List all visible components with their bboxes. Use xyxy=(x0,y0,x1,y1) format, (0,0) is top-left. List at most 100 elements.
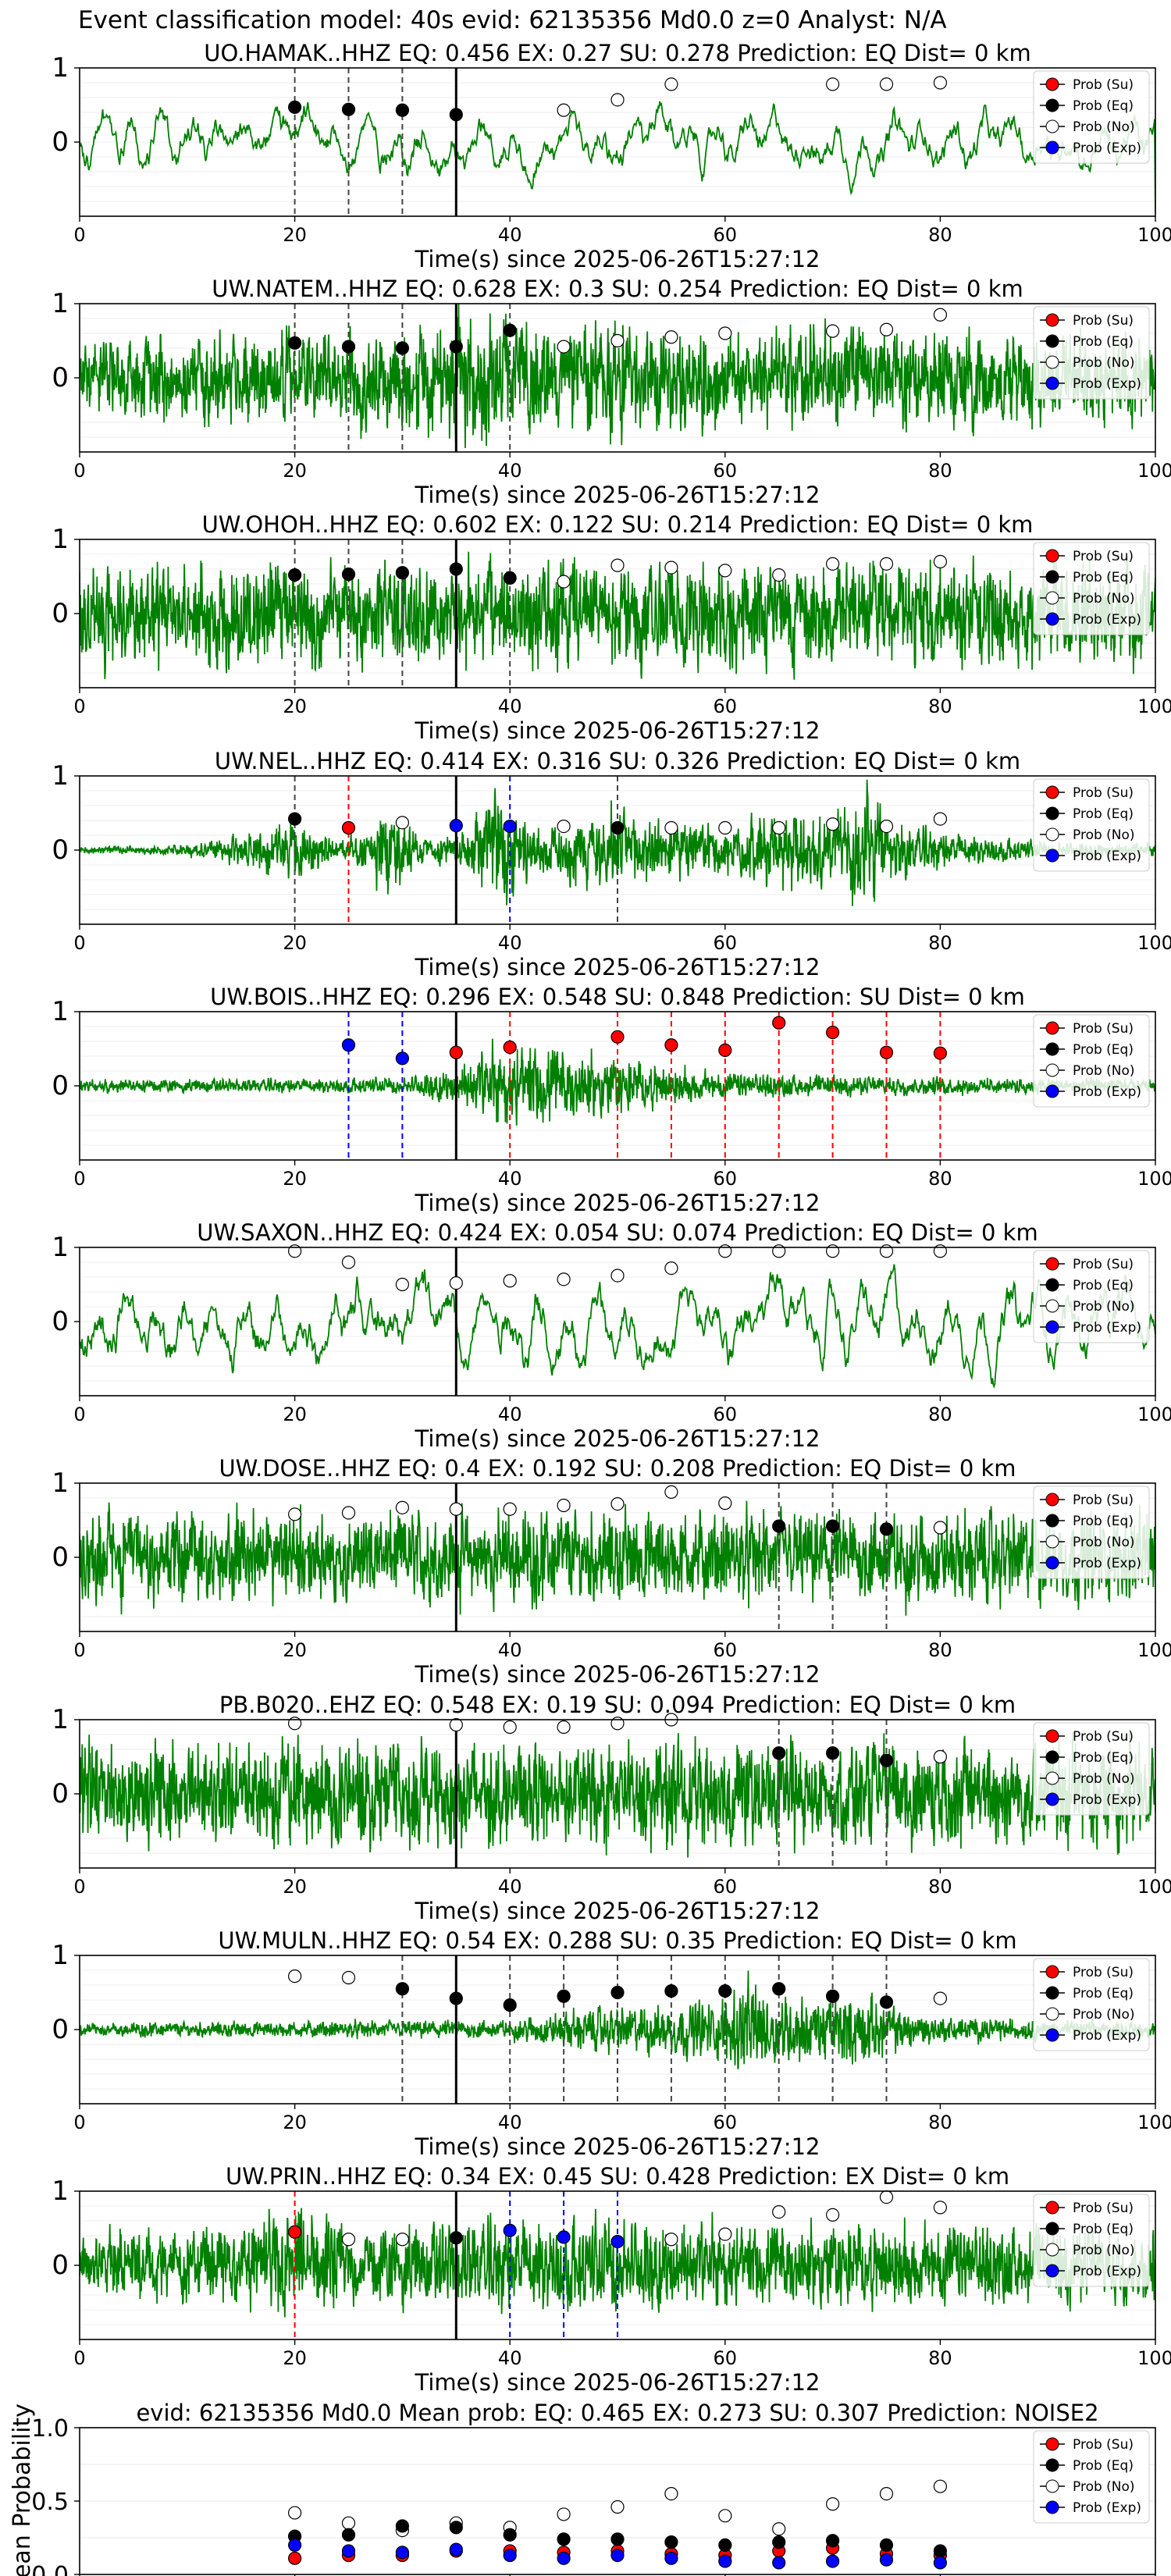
prob-point-exp xyxy=(341,2544,356,2558)
station-panel-10: UW.PRIN..HHZ EQ: 0.34 EX: 0.45 SU: 0.428… xyxy=(52,2163,1171,2396)
prob-point-no xyxy=(933,1749,948,1764)
prob-point-eq xyxy=(395,103,410,117)
prob-point-su xyxy=(288,2225,302,2239)
legend-label-eq: Prob (Eq) xyxy=(1073,334,1134,350)
prob-point-exp xyxy=(610,2235,625,2249)
prob-point-su xyxy=(288,2551,302,2565)
legend-marker-eq xyxy=(1045,1514,1059,1528)
legend-label-eq: Prob (Eq) xyxy=(1073,2222,1134,2237)
prob-point-no xyxy=(825,324,840,338)
legend-label-no: Prob (No) xyxy=(1073,2007,1135,2023)
legend-label-no: Prob (No) xyxy=(1073,591,1135,607)
x-axis-label: Time(s) since 2025-06-26T15:27:12 xyxy=(415,954,820,980)
prob-point-eq xyxy=(772,1519,786,1533)
panel-title: UW.DOSE..HHZ EQ: 0.4 EX: 0.192 SU: 0.208… xyxy=(219,1455,1016,1482)
x-tick-label: 20 xyxy=(283,1876,307,1898)
legend-marker-no xyxy=(1045,2479,1059,2493)
prob-point-su xyxy=(879,1045,894,1059)
prob-point-eq xyxy=(664,2535,678,2549)
x-tick-label: 100 xyxy=(1137,1168,1171,1190)
prob-point-eq xyxy=(664,1984,678,1998)
x-tick-label: 40 xyxy=(498,932,522,954)
prob-point-no xyxy=(933,812,948,826)
legend-label-eq: Prob (Eq) xyxy=(1073,1278,1134,1293)
prob-point-no xyxy=(557,819,571,834)
legend-label-exp: Prob (Exp) xyxy=(1073,2500,1141,2516)
legend: Prob (Su) Prob (Eq) Prob (No) Prob (Exp) xyxy=(1033,1958,1150,2051)
prob-point-no xyxy=(288,1717,302,1731)
prob-point-no xyxy=(772,568,786,582)
legend-label-eq: Prob (Eq) xyxy=(1073,1514,1134,1529)
legend-label-su: Prob (Su) xyxy=(1073,313,1134,329)
x-tick-label: 20 xyxy=(283,1168,307,1190)
legend-label-su: Prob (Su) xyxy=(1073,549,1134,564)
x-tick-label: 80 xyxy=(928,2112,952,2133)
prob-point-exp xyxy=(664,2551,678,2565)
y-tick-label: 0 xyxy=(52,362,69,393)
waveform-trace xyxy=(80,1264,1155,1389)
legend-marker-exp xyxy=(1045,2028,1059,2042)
x-tick-label: 60 xyxy=(714,696,738,717)
prob-point-eq xyxy=(341,102,356,116)
prob-point-eq xyxy=(879,1753,894,1767)
prob-point-eq xyxy=(449,340,463,354)
y-tick-label: 0 xyxy=(52,1542,69,1573)
legend-marker-eq xyxy=(1045,98,1059,112)
x-tick-label: 20 xyxy=(283,932,307,954)
station-panel-3: UW.OHOH..HHZ EQ: 0.602 EX: 0.122 SU: 0.2… xyxy=(52,511,1171,744)
prob-point-no xyxy=(879,2487,894,2501)
x-tick-label: 60 xyxy=(714,2347,738,2369)
x-tick-label: 20 xyxy=(283,696,307,717)
y-tick-label: 0.5 xyxy=(31,2489,69,2516)
legend-marker-no xyxy=(1045,1063,1059,1077)
legend-box xyxy=(1033,1014,1150,1108)
legend-marker-su xyxy=(1045,549,1059,563)
prob-point-eq xyxy=(395,566,410,580)
legend-marker-no xyxy=(1045,1535,1059,1549)
legend-marker-no xyxy=(1045,1299,1059,1313)
x-tick-label: 80 xyxy=(928,1404,952,1425)
prob-point-no xyxy=(610,2500,625,2514)
legend-marker-su xyxy=(1045,77,1059,91)
prob-point-eq xyxy=(449,1991,463,2005)
prob-point-eq xyxy=(449,562,463,576)
x-axis-label: Time(s) since 2025-06-26T15:27:12 xyxy=(415,482,820,508)
x-tick-label: 0 xyxy=(73,2112,85,2133)
prob-point-no xyxy=(288,1507,302,1521)
legend-box xyxy=(1033,778,1150,872)
prob-point-eq xyxy=(503,323,517,337)
panel-title: UW.NEL..HHZ EQ: 0.414 EX: 0.316 SU: 0.32… xyxy=(215,748,1020,774)
panel-title: UW.OHOH..HHZ EQ: 0.602 EX: 0.122 SU: 0.2… xyxy=(202,511,1034,538)
prob-point-no xyxy=(449,1718,463,1732)
legend-label-su: Prob (Su) xyxy=(1073,785,1134,801)
prob-point-eq xyxy=(879,1522,894,1536)
figure-suptitle: Event classification model: 40s evid: 62… xyxy=(78,6,947,34)
legend-marker-su xyxy=(1045,2201,1059,2215)
legend-label-su: Prob (Su) xyxy=(1073,2437,1134,2453)
prob-point-no xyxy=(664,560,678,575)
prob-point-no xyxy=(718,2509,732,2523)
prob-point-exp xyxy=(341,1038,356,1052)
prob-point-eq xyxy=(825,2534,840,2548)
y-tick-label: 1 xyxy=(52,1940,69,1971)
legend-label-exp: Prob (Exp) xyxy=(1073,1320,1141,1336)
prob-point-no xyxy=(557,103,571,117)
prob-point-su xyxy=(772,1016,786,1030)
y-tick-label: 0.0 xyxy=(31,2562,69,2576)
waveform-trace xyxy=(80,551,1155,680)
station-panel-1: UO.HAMAK..HHZ EQ: 0.456 EX: 0.27 SU: 0.2… xyxy=(52,40,1171,272)
prob-point-no xyxy=(718,1244,732,1258)
prob-point-exp xyxy=(288,2538,302,2552)
panel-title: UW.PRIN..HHZ EQ: 0.34 EX: 0.45 SU: 0.428… xyxy=(226,2163,1009,2190)
y-tick-label: 1 xyxy=(52,1232,69,1263)
legend-marker-eq xyxy=(1045,334,1059,348)
legend-label-eq: Prob (Eq) xyxy=(1073,98,1134,114)
legend-box xyxy=(1033,306,1150,400)
y-tick-label: 1 xyxy=(52,996,69,1027)
legend-marker-su xyxy=(1045,1729,1059,1743)
prob-point-no xyxy=(557,1720,571,1735)
legend: Prob (Su) Prob (Eq) Prob (No) Prob (Exp) xyxy=(1033,1485,1150,1579)
prob-point-no xyxy=(610,1717,625,1731)
x-tick-label: 100 xyxy=(1137,2112,1171,2133)
x-tick-label: 20 xyxy=(283,2112,307,2133)
